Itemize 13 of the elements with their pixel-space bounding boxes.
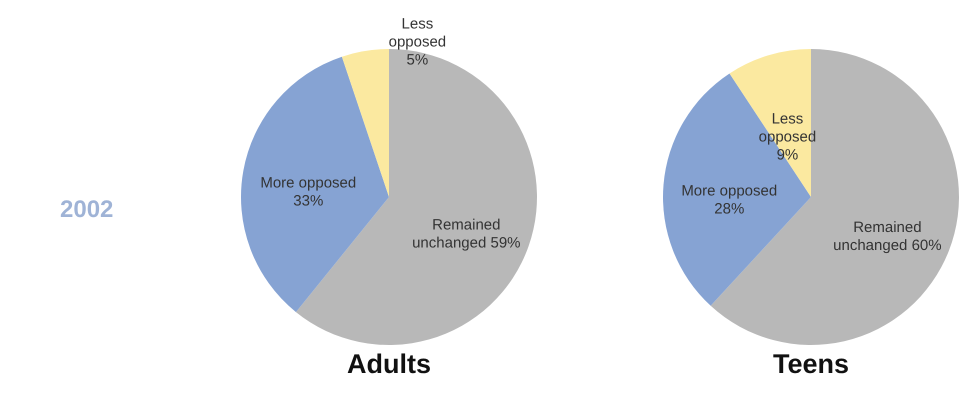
text: Adults — [347, 349, 431, 379]
text: 2002 — [60, 196, 114, 224]
pie-slice — [296, 49, 537, 345]
slice-label: More opposed — [260, 174, 356, 192]
slice-label: Remained unchanged 60% — [833, 218, 942, 254]
data-label: 33% — [293, 192, 324, 210]
slice-label: Remained unchanged 59% — [412, 216, 521, 252]
pie-slice — [241, 56, 389, 312]
slice-label: More opposed — [681, 182, 778, 200]
data-label: 5% — [406, 51, 428, 68]
text: Teens — [772, 349, 850, 379]
data-label: 28% — [714, 200, 744, 218]
slice-label: Less opposed — [388, 15, 446, 50]
